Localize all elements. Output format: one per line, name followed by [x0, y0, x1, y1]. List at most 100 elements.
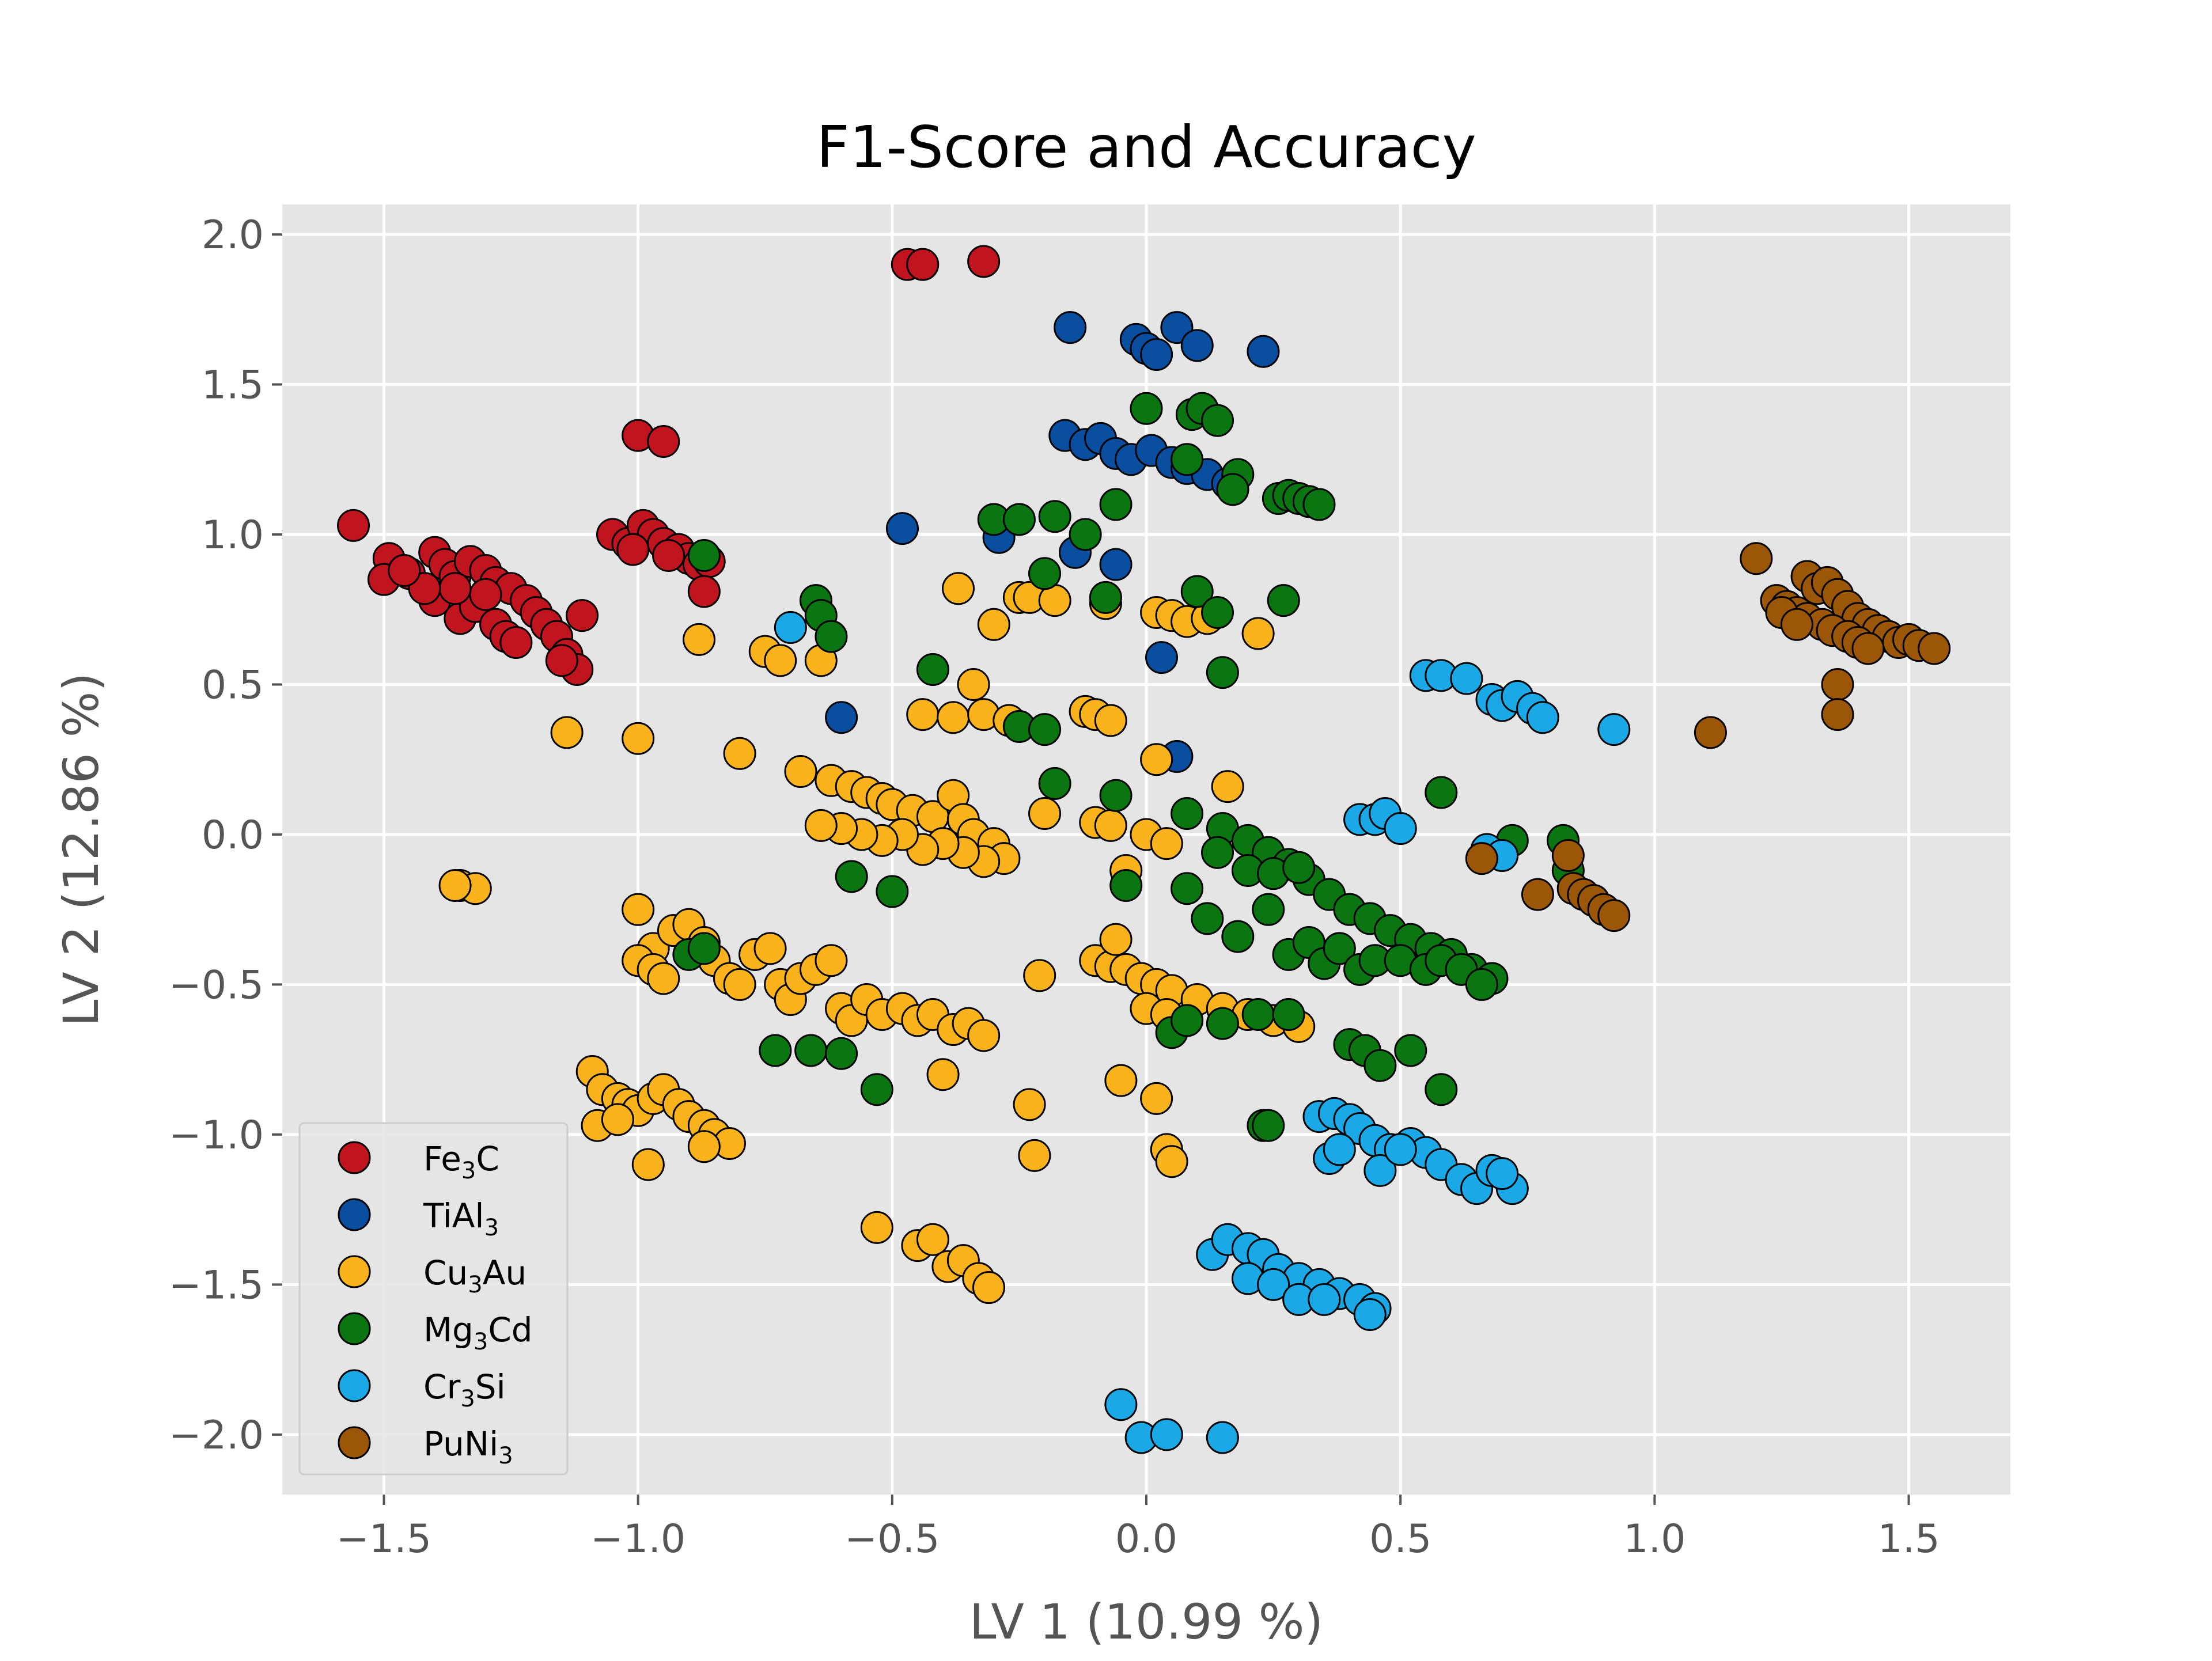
data-point [1257, 1268, 1290, 1301]
data-point [1171, 443, 1204, 476]
legend-marker [338, 1426, 371, 1459]
data-point [622, 722, 655, 755]
legend-label-tail: Si [475, 1367, 506, 1406]
data-point [1821, 668, 1854, 701]
legend-label-base: Cr [423, 1367, 460, 1406]
data-point [1150, 1418, 1183, 1451]
legend-label: Fe3C [423, 1139, 499, 1184]
legend-label-base: Cu [423, 1253, 468, 1292]
data-point [1740, 542, 1773, 575]
data-point [337, 509, 370, 542]
data-point [1486, 1157, 1519, 1190]
legend-label: PuNi3 [423, 1424, 513, 1469]
data-point [1028, 713, 1062, 746]
data-point [1526, 701, 1559, 734]
data-point [550, 716, 584, 749]
series-mg3cd [672, 392, 1585, 1142]
data-point [1465, 842, 1498, 875]
data-point [1353, 1298, 1387, 1331]
data-point [652, 539, 685, 572]
data-point [1252, 1109, 1285, 1142]
data-point [916, 653, 949, 686]
legend-marker [338, 1198, 371, 1231]
data-point [774, 611, 807, 644]
x-axis-label: LV 1 (10.99 %) [969, 1594, 1323, 1650]
series-fe3c [337, 245, 1001, 686]
data-point [723, 737, 756, 770]
legend-label-subscript: 3 [474, 1329, 488, 1355]
data-point [860, 1211, 893, 1244]
data-point [1099, 548, 1132, 581]
data-point [906, 698, 940, 731]
legend-item-mg3cd: Mg3Cd [338, 1310, 533, 1355]
legend-label-tail: C [476, 1139, 499, 1178]
data-point [1191, 902, 1224, 935]
legend-label-subscript: 3 [460, 1386, 475, 1412]
data-point [1597, 899, 1631, 932]
data-point [916, 1223, 949, 1256]
data-point [388, 554, 421, 587]
data-point [1013, 1088, 1046, 1121]
data-point [601, 1103, 634, 1136]
data-point [1038, 767, 1071, 800]
data-point [1099, 923, 1132, 956]
data-point [876, 875, 909, 908]
data-point [1018, 1139, 1051, 1172]
data-point [1171, 1004, 1204, 1037]
y-tick-label: −1.5 [169, 1262, 264, 1308]
legend-label-tail: Au [483, 1253, 527, 1292]
data-point [1171, 872, 1204, 905]
data-point [977, 608, 1010, 641]
data-point [1384, 812, 1417, 845]
data-point [647, 962, 680, 995]
data-point [1201, 404, 1234, 437]
data-point [1150, 827, 1183, 860]
data-point [1109, 869, 1143, 902]
data-point [1002, 503, 1036, 536]
data-point [1308, 1283, 1341, 1316]
data-point [825, 1037, 858, 1070]
data-point [825, 701, 858, 734]
data-point [906, 248, 940, 281]
legend-label: Mg3Cd [423, 1310, 533, 1355]
data-point [1551, 839, 1585, 872]
data-point [1521, 878, 1554, 911]
data-point [1104, 1388, 1138, 1421]
data-point [1323, 1133, 1356, 1166]
series-cr3si [774, 611, 1631, 1454]
data-point [438, 869, 472, 902]
data-point [1384, 1133, 1417, 1166]
data-point [1597, 713, 1631, 746]
legend-item-cr3si: Cr3Si [338, 1367, 506, 1412]
legend-item-cu3au: Cu3Au [338, 1253, 527, 1298]
y-tick-label: 0.0 [202, 813, 264, 858]
series-tial3 [825, 311, 1280, 773]
data-point [687, 1130, 721, 1163]
x-tick-label: −1.5 [336, 1516, 431, 1562]
legend-item-fe3c: Fe3C [338, 1139, 499, 1184]
data-point [469, 578, 502, 611]
legend-marker [338, 1369, 371, 1402]
legend-label-subscript: 3 [484, 1215, 499, 1241]
data-point [967, 245, 1001, 278]
data-point [885, 512, 919, 545]
x-tick-label: 0.0 [1115, 1516, 1177, 1562]
data-point [1130, 392, 1163, 425]
data-point [687, 932, 721, 965]
data-point [1450, 662, 1483, 695]
data-point [1780, 608, 1813, 641]
x-tick-label: 0.5 [1369, 1516, 1431, 1562]
legend-label-base: Mg [423, 1310, 474, 1349]
data-point [1180, 575, 1214, 608]
legend-label-subscript: 3 [461, 1158, 476, 1184]
x-tick-label: −0.5 [844, 1516, 940, 1562]
y-tick-label: −2.0 [169, 1413, 264, 1458]
axes: −1.5 −1.0 −0.5 0.0 0.5 1.0 1.5 2.0 1.5 1.0 0.5 0.0 −… [169, 213, 1940, 1562]
data-point [1028, 797, 1062, 830]
data-point [815, 620, 848, 653]
chart-title: F1-Score and Accuracy [816, 113, 1476, 181]
data-point [616, 533, 650, 566]
data-point [1104, 1064, 1138, 1097]
data-point [1180, 329, 1214, 362]
